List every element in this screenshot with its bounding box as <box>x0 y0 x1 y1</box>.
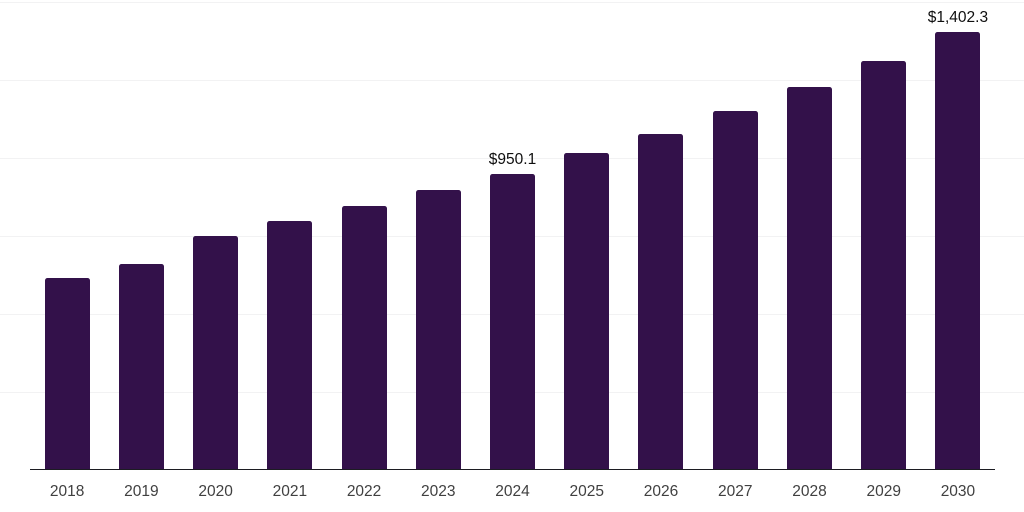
x-tick-label-2026: 2026 <box>643 483 679 500</box>
bar-2022 <box>341 206 387 470</box>
bar-slot-2022 <box>327 0 401 470</box>
bar-slot-2026 <box>624 0 698 470</box>
bar-2025 <box>564 153 610 470</box>
x-tick-label-2025: 2025 <box>569 483 604 500</box>
gridline-1250 <box>0 80 1024 81</box>
bar-slot-2019 <box>104 0 178 470</box>
bar-2020 <box>193 236 239 470</box>
bar-slot-2024: $950.1 <box>475 0 549 470</box>
bar-2027 <box>712 111 758 470</box>
data-label-2024: $950.1 <box>488 150 537 168</box>
bar-slot-2029 <box>847 0 921 470</box>
bar-2026 <box>638 134 684 470</box>
x-tick-label-2023: 2023 <box>421 483 456 500</box>
x-tick-label-2020: 2020 <box>198 483 233 500</box>
x-axis-tick-labels: 2018 2019 2020 2021 2022 2023 2024 2025 2026 2027… <box>30 483 995 501</box>
gridline-1500 <box>0 2 1024 3</box>
bar-slot-2027 <box>698 0 772 470</box>
x-tick-label-2024: 2024 <box>495 483 530 500</box>
data-label-2030: $1,402.3 <box>927 9 989 27</box>
bar-slot-2023 <box>401 0 475 470</box>
plot-area: $950.1 $1,402.3 <box>30 0 995 470</box>
bar-slot-2018 <box>30 0 104 470</box>
bar-slot-2025 <box>550 0 624 470</box>
bar-slot-2028 <box>772 0 846 470</box>
x-tick-label-2021: 2021 <box>272 483 308 500</box>
x-tick-label-2028: 2028 <box>792 483 827 500</box>
x-tick-label-2030: 2030 <box>940 483 976 500</box>
x-tick-label-2022: 2022 <box>346 483 382 500</box>
bar-2023 <box>415 190 461 470</box>
x-tick-label-2018: 2018 <box>49 483 85 500</box>
gridline-1000 <box>0 158 1024 159</box>
bar-slot-2021 <box>253 0 327 470</box>
bar-2024 <box>490 173 536 470</box>
bar-2029 <box>861 61 907 470</box>
bar-2030 <box>935 32 981 470</box>
bar-2018 <box>44 278 90 470</box>
bar-2021 <box>267 221 313 470</box>
bar-slot-2020 <box>178 0 252 470</box>
x-tick-label-2027: 2027 <box>717 483 753 500</box>
bar-2019 <box>118 264 164 470</box>
x-axis-line <box>30 468 995 471</box>
x-tick-label-2029: 2029 <box>866 483 901 500</box>
bar-slot-2030: $1,402.3 <box>921 0 995 470</box>
bar-2028 <box>786 87 832 470</box>
x-tick-label-2019: 2019 <box>124 483 159 500</box>
